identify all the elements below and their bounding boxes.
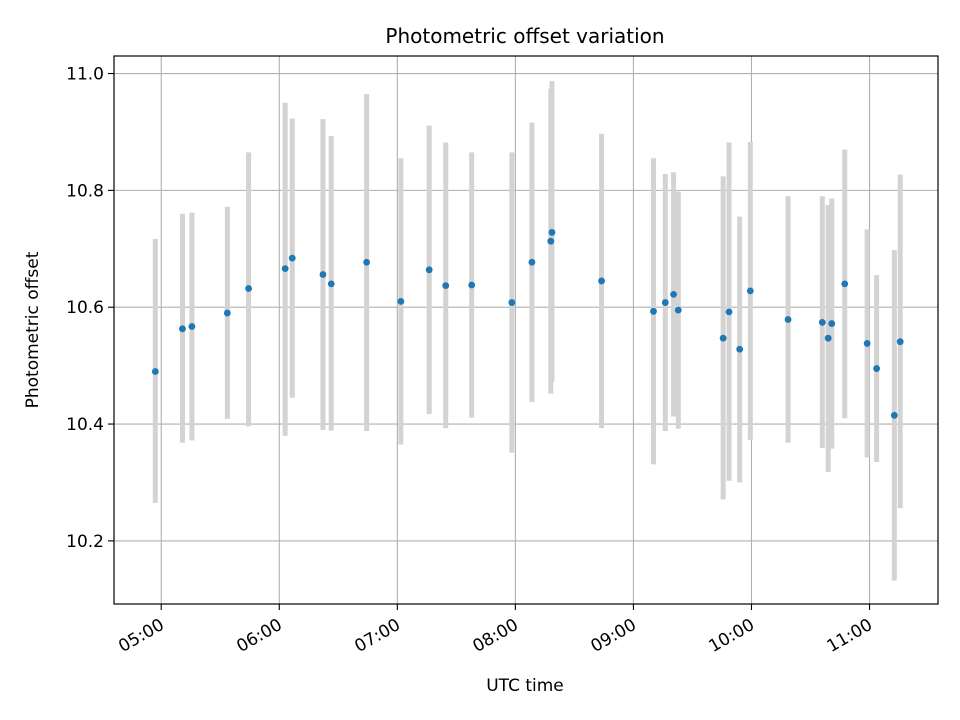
data-point [223,309,231,317]
y-tick-label: 10.8 [66,181,104,201]
data-point [508,299,516,306]
data-point [319,271,327,278]
data-point [425,266,433,274]
data-point [327,280,335,288]
data-point [547,237,555,245]
data-point [719,334,727,342]
data-point [674,306,682,314]
data-point [598,277,605,285]
data-point [828,320,836,327]
data-point [725,308,733,316]
data-point [528,258,536,266]
data-point [890,411,898,419]
data-point [548,229,556,236]
data-point [873,365,881,372]
data-point [670,290,677,298]
data-point [896,338,904,346]
y-tick-label: 10.6 [66,298,104,318]
data-point [468,281,476,289]
data-points [151,229,904,419]
data-point [363,258,371,266]
data-point [179,325,186,333]
data-point [397,297,405,305]
data-point [863,340,871,347]
data-point [661,299,669,306]
data-point [841,280,849,288]
y-axis-title: Photometric offset [23,251,43,408]
data-point [442,282,450,289]
data-point [188,323,196,330]
x-axis-title: UTC time [486,676,564,696]
data-point [288,254,296,262]
plot-area-frame [113,55,939,605]
data-point [824,334,832,342]
y-tick-label: 10.2 [66,532,104,552]
chart-title: Photometric offset variation [385,24,664,48]
data-point [784,316,792,323]
y-tick-label: 11.0 [66,65,104,85]
data-point [650,307,657,315]
data-point [245,285,252,292]
data-point [736,345,744,353]
data-point [818,319,826,326]
y-tick-label: 10.4 [66,415,104,435]
y-axis-ticks: 10.2 10.4 10.6 10.8 11.0 [66,65,114,552]
data-point [281,265,289,273]
data-point [151,368,159,375]
data-point [746,287,754,295]
